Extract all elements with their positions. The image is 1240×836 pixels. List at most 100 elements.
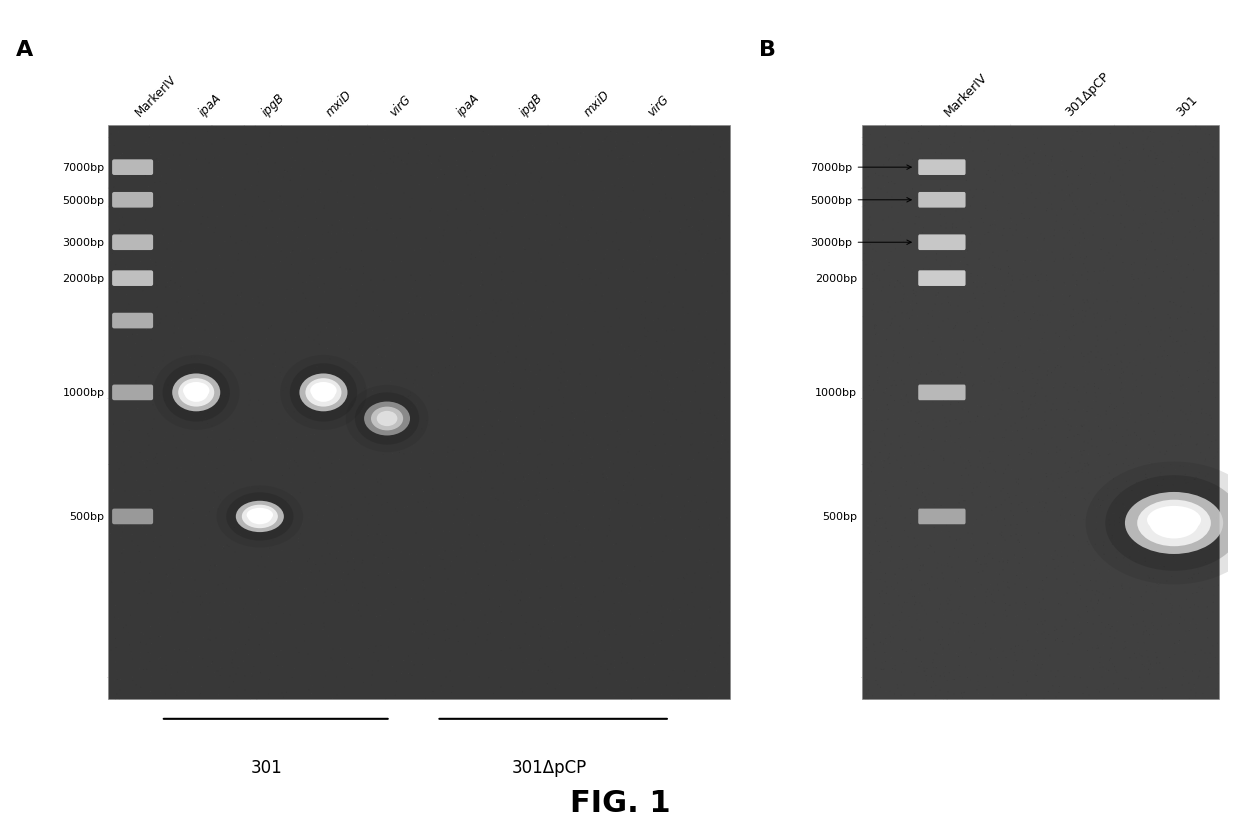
Point <box>177 596 197 609</box>
Point <box>1202 565 1221 579</box>
Point <box>425 533 445 546</box>
Point <box>894 159 914 172</box>
Point <box>939 686 959 699</box>
Point <box>453 591 472 604</box>
Point <box>985 687 1004 701</box>
Text: mxiD: mxiD <box>324 88 355 119</box>
Point <box>394 443 414 456</box>
Point <box>564 471 584 484</box>
Point <box>1202 619 1221 632</box>
Point <box>358 640 378 654</box>
Point <box>1157 258 1177 272</box>
Point <box>947 159 967 172</box>
Point <box>222 310 242 324</box>
Point <box>1030 662 1050 675</box>
Point <box>1131 334 1151 347</box>
Point <box>605 142 625 155</box>
Point <box>388 192 408 206</box>
Point <box>961 542 981 555</box>
Point <box>941 615 961 629</box>
Point <box>1083 402 1102 415</box>
Point <box>1071 168 1091 181</box>
Point <box>688 479 708 492</box>
Point <box>692 228 712 242</box>
Point <box>258 279 278 293</box>
Point <box>1074 445 1094 458</box>
Point <box>366 362 386 375</box>
Point <box>123 652 143 665</box>
Point <box>1030 344 1050 357</box>
Point <box>616 674 636 687</box>
Point <box>931 331 951 344</box>
Point <box>1140 531 1159 544</box>
Point <box>971 360 991 374</box>
Point <box>429 367 449 380</box>
Point <box>312 550 332 563</box>
Point <box>130 274 150 288</box>
Point <box>126 678 146 691</box>
Point <box>1023 158 1043 171</box>
Point <box>259 204 279 217</box>
Point <box>105 349 125 363</box>
Point <box>382 596 402 609</box>
Point <box>378 567 398 580</box>
Point <box>136 663 156 676</box>
Point <box>319 220 339 233</box>
Point <box>1120 551 1140 564</box>
Point <box>343 553 363 566</box>
Point <box>232 287 252 300</box>
Point <box>1121 535 1141 548</box>
Point <box>270 367 290 380</box>
Point <box>394 368 414 381</box>
Point <box>1100 364 1120 377</box>
Point <box>1061 415 1081 428</box>
Point <box>1096 140 1116 153</box>
Point <box>701 656 720 670</box>
Point <box>403 488 423 502</box>
Point <box>598 569 618 583</box>
Point <box>363 182 383 196</box>
Point <box>293 288 312 301</box>
Point <box>548 324 568 338</box>
Point <box>1039 628 1059 641</box>
Point <box>1058 121 1078 135</box>
Point <box>1060 413 1080 426</box>
Point <box>574 522 594 536</box>
Point <box>883 662 903 675</box>
Point <box>993 141 1013 155</box>
Point <box>670 149 689 162</box>
Point <box>977 315 997 329</box>
Point <box>973 282 993 295</box>
Point <box>423 542 443 555</box>
Point <box>1074 419 1094 432</box>
Point <box>236 598 255 611</box>
Point <box>1168 509 1188 522</box>
Point <box>1003 339 1023 353</box>
Point <box>894 293 914 306</box>
Point <box>869 247 889 260</box>
Point <box>267 625 286 639</box>
Point <box>451 542 471 555</box>
Point <box>233 415 253 429</box>
Point <box>1163 440 1183 453</box>
Point <box>621 692 641 706</box>
Point <box>1204 437 1224 451</box>
Point <box>570 368 590 381</box>
Point <box>1180 431 1200 444</box>
Point <box>898 138 918 151</box>
Point <box>360 482 379 495</box>
Point <box>572 355 591 369</box>
Point <box>1032 242 1052 256</box>
Point <box>1105 120 1125 133</box>
Point <box>867 133 887 146</box>
Point <box>703 455 723 468</box>
Point <box>583 670 603 684</box>
Point <box>653 380 673 394</box>
Point <box>951 441 971 454</box>
Point <box>213 577 233 590</box>
Point <box>398 667 418 681</box>
Point <box>866 652 885 665</box>
Point <box>238 525 258 538</box>
Point <box>684 191 704 205</box>
Point <box>976 597 996 610</box>
